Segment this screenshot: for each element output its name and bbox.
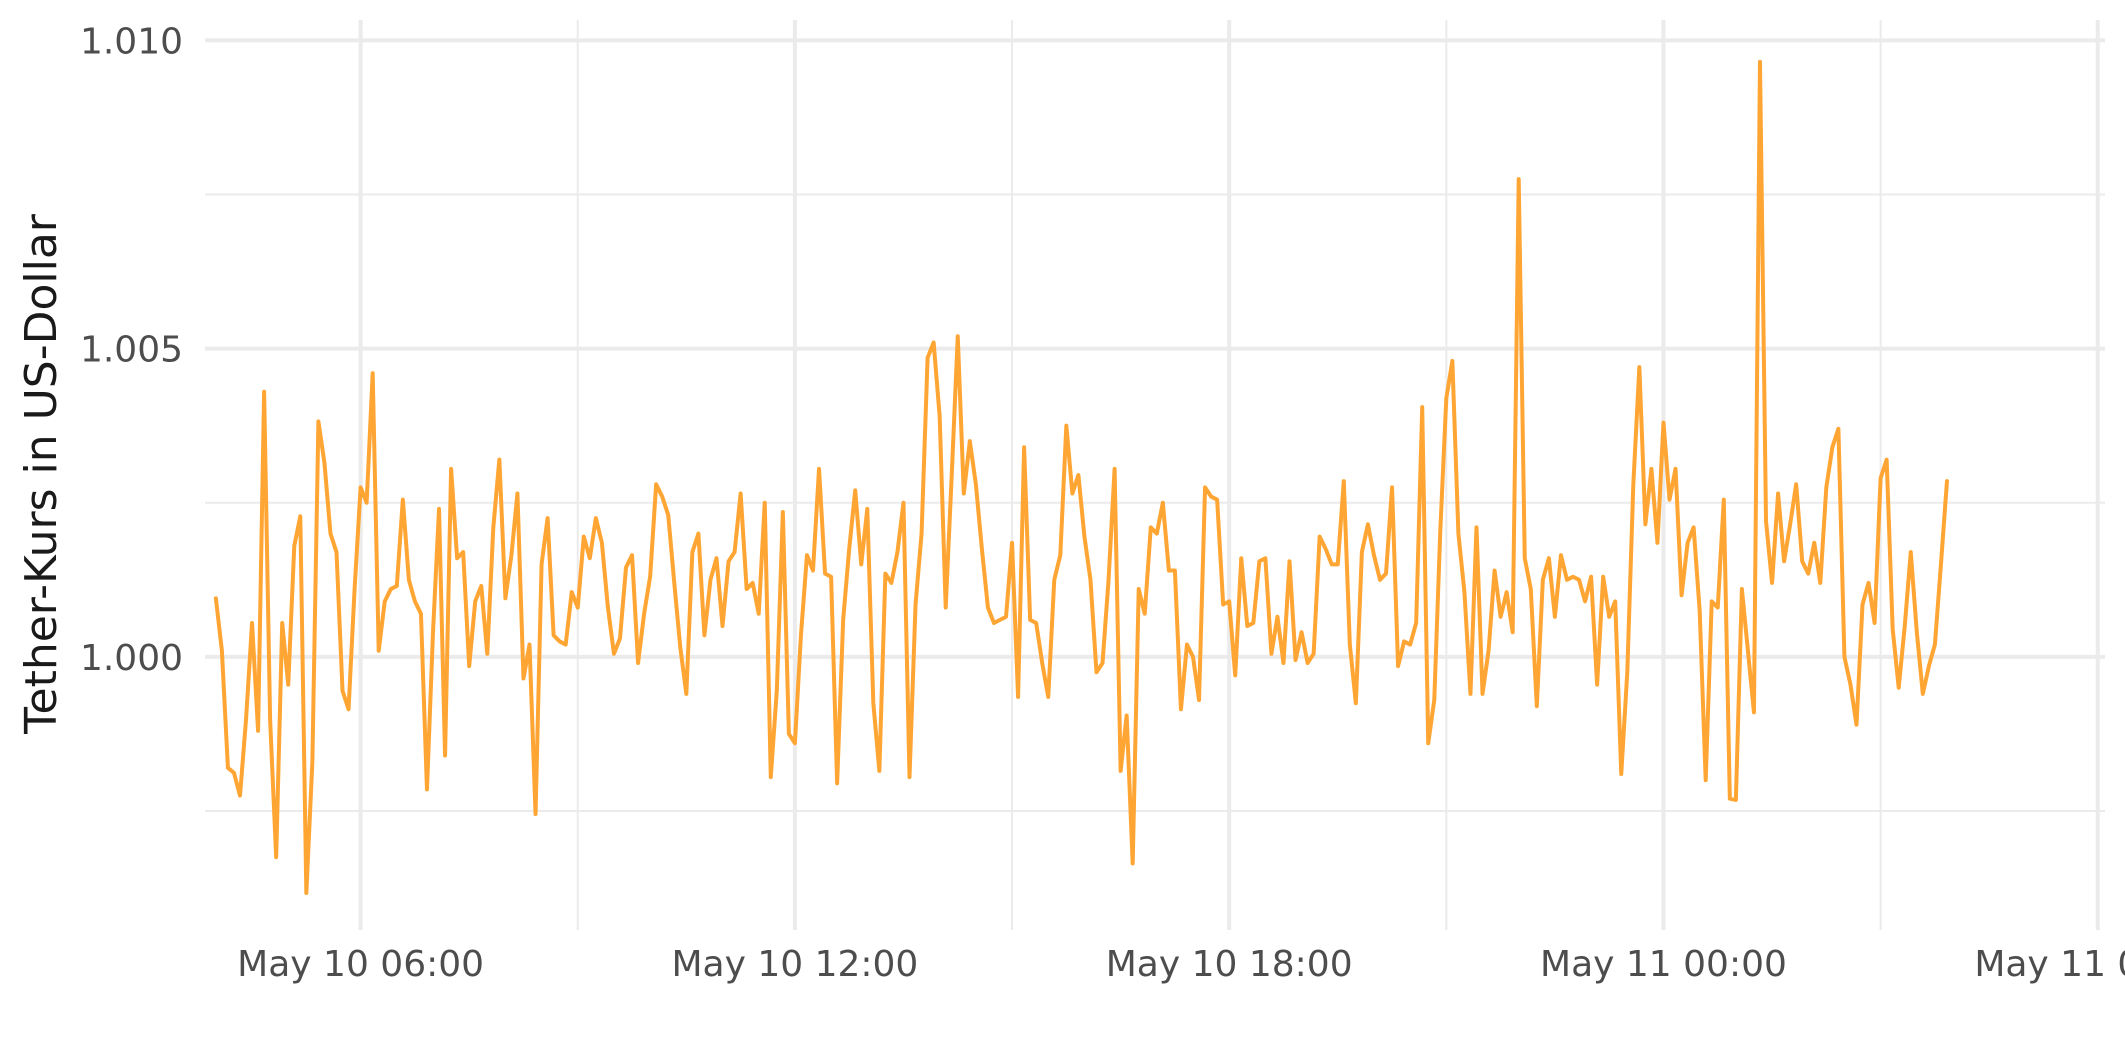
x-tick-label: May 10 12:00 bbox=[671, 944, 918, 985]
x-tick-label: May 11 06:00 bbox=[1974, 944, 2125, 985]
x-tick-label: May 10 18:00 bbox=[1106, 944, 1353, 985]
grid bbox=[205, 20, 2105, 930]
tick-labels: 1.000 1.005 1.010 May 10 06:00 May 10 12:00 M… bbox=[80, 21, 2125, 985]
y-tick-label: 1.000 bbox=[80, 638, 183, 679]
series-line bbox=[213, 59, 1949, 896]
x-tick-label: May 10 06:00 bbox=[237, 944, 484, 985]
y-axis-title: Tether-Kurs in US-Dollar bbox=[16, 213, 67, 735]
y-tick-label: 1.010 bbox=[80, 21, 183, 62]
series-layer bbox=[213, 59, 1949, 896]
x-tick-label: May 11 00:00 bbox=[1540, 944, 1787, 985]
y-tick-label: 1.005 bbox=[80, 330, 183, 371]
